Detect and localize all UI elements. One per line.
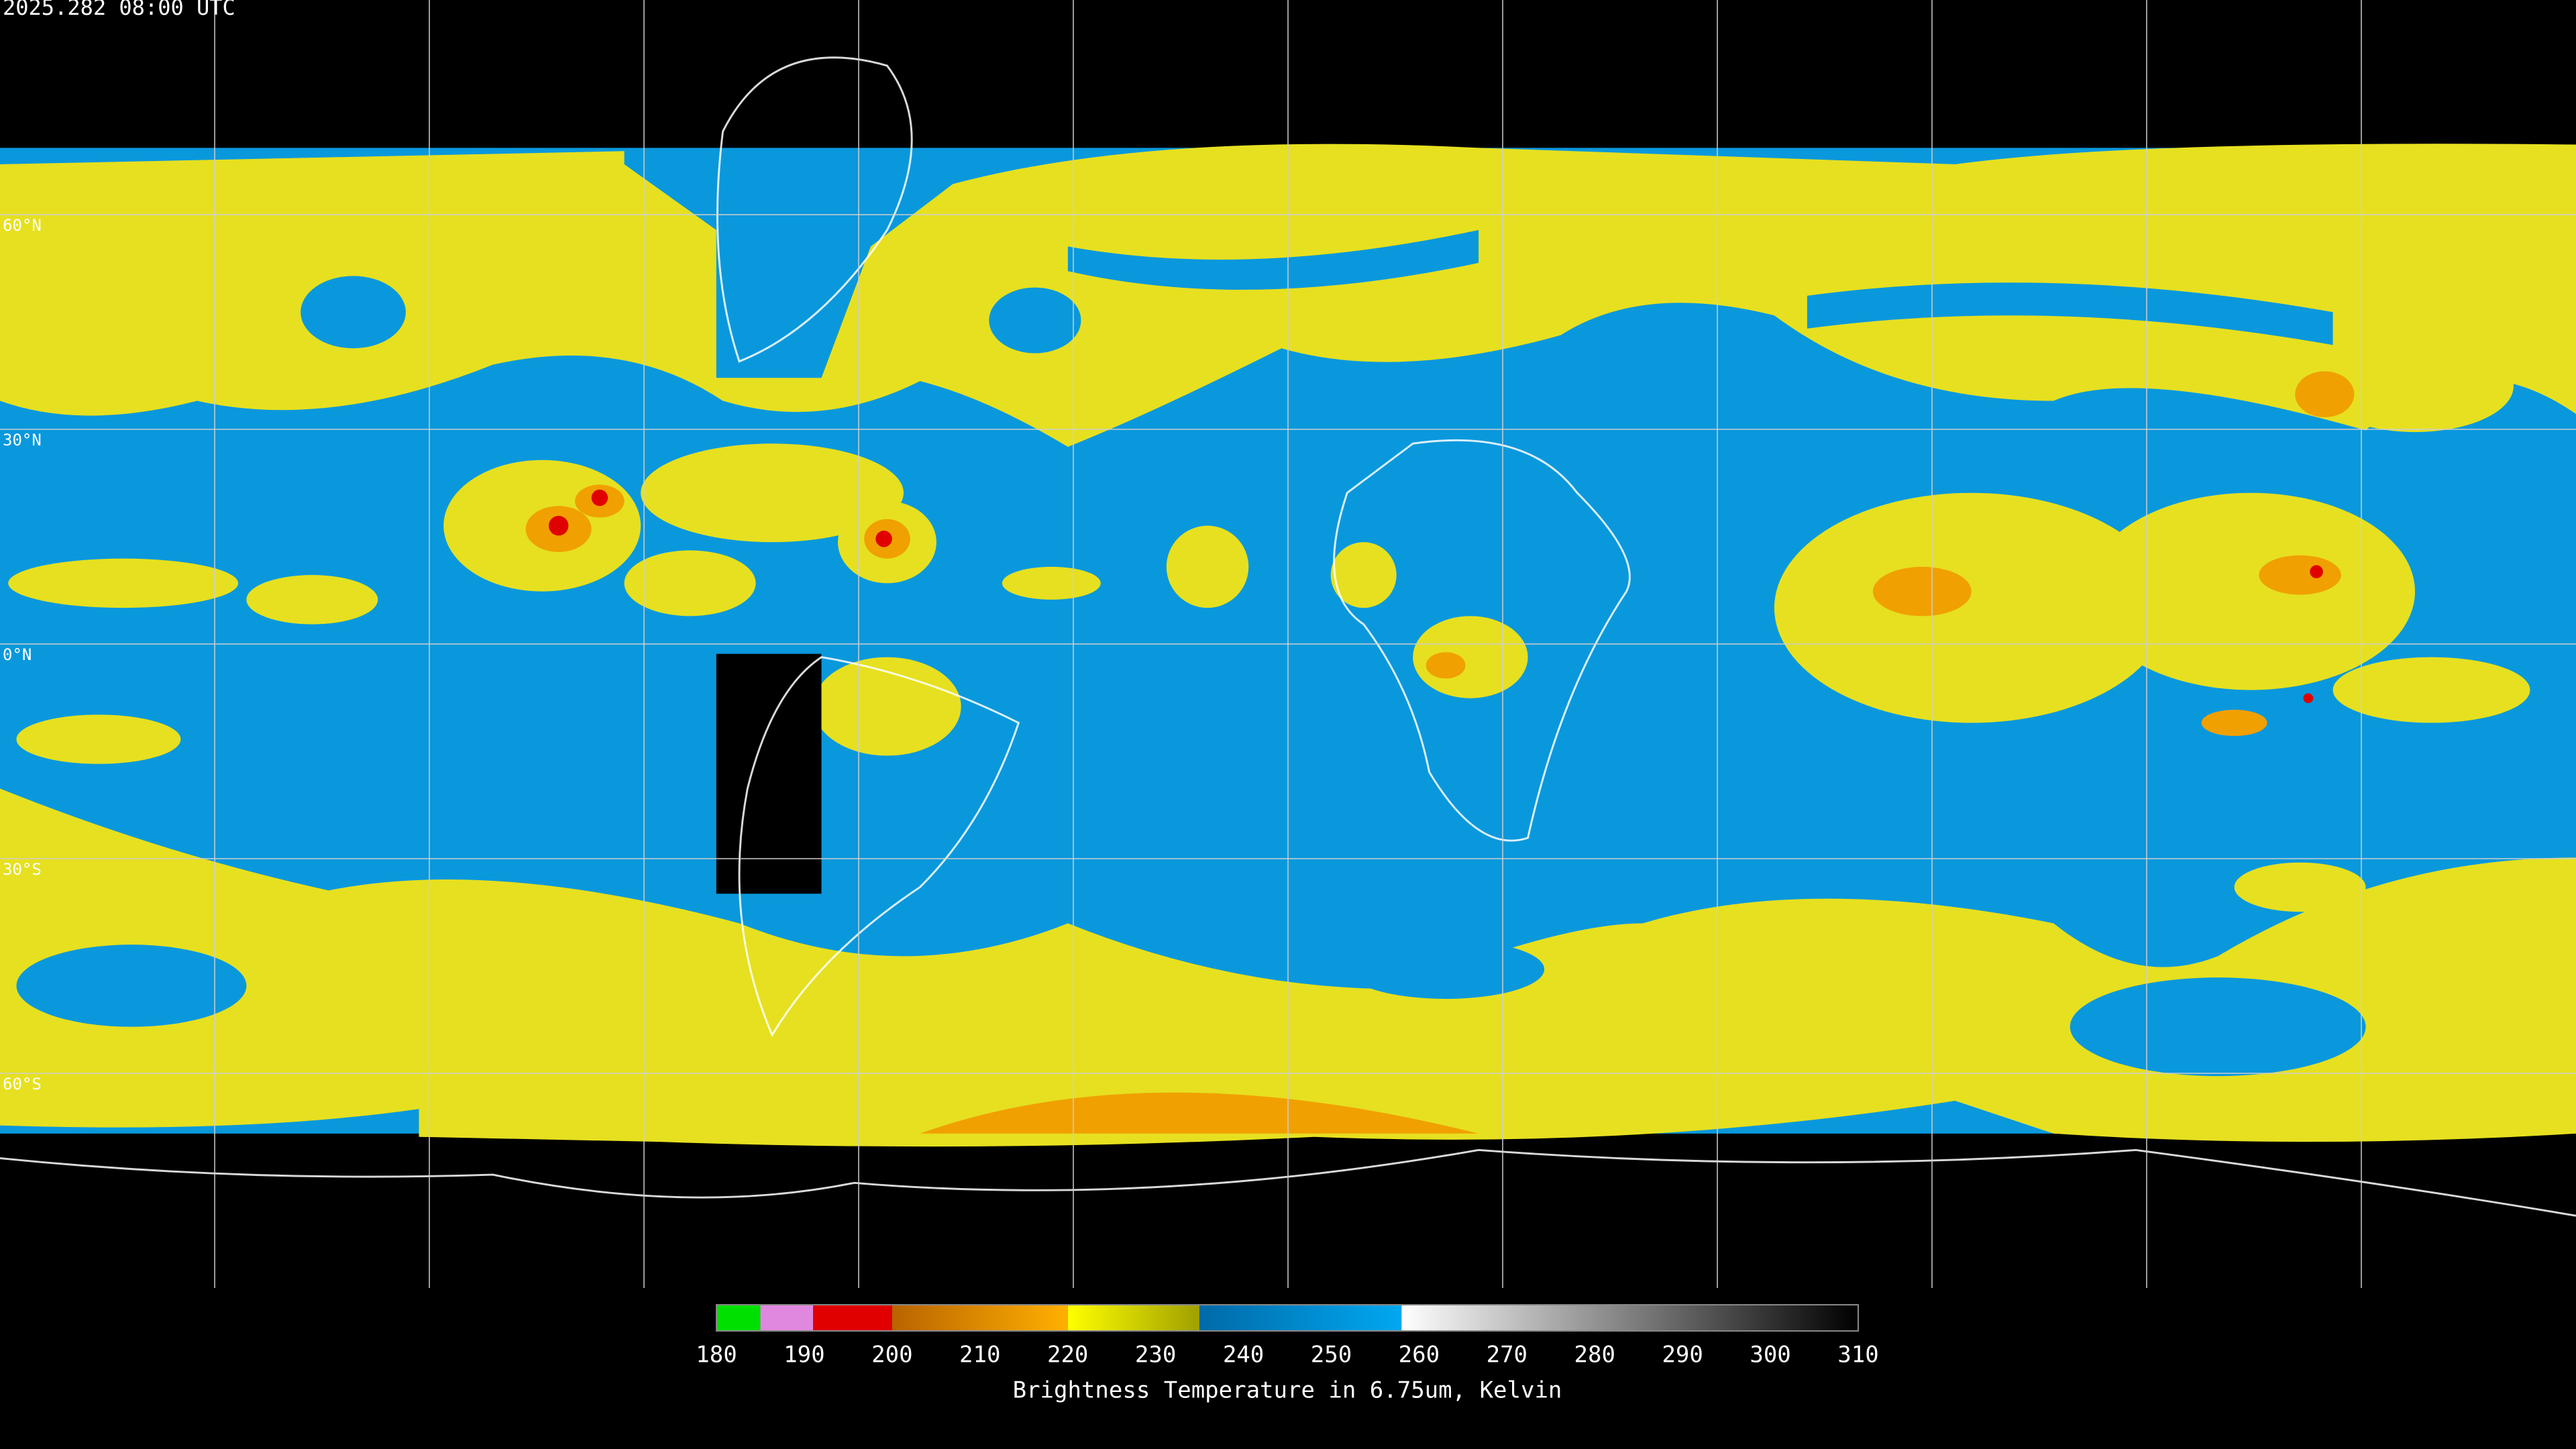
latitude-label: 60°S	[3, 1075, 42, 1093]
colorbar-segment	[1401, 1305, 1858, 1331]
convection	[8, 443, 2530, 912]
colorbar-tick-label: 200	[871, 1342, 912, 1368]
cyclone-core	[301, 276, 406, 349]
colorbar-caption: Brightness Temperature in 6.75um, Kelvin	[1013, 1377, 1562, 1404]
moist-filament	[1807, 282, 2333, 345]
latitude-label: 30°S	[3, 860, 42, 879]
coastline	[738, 656, 1020, 1038]
latitude-label: 30°N	[3, 431, 42, 449]
graticule: 60°N 30°N 0°N 30°S 60°S	[0, 0, 2576, 1288]
colorbar-tick-label: 310	[1837, 1342, 1878, 1368]
colorbar-tick-label: 190	[784, 1342, 824, 1368]
colorbar-tick-label: 210	[959, 1342, 1000, 1368]
colorbar-tick-label: 280	[1574, 1342, 1615, 1368]
colorbar-tick-label: 260	[1399, 1342, 1440, 1368]
missing-data	[716, 653, 822, 894]
cold-region	[920, 1092, 1479, 1134]
timestamp: 2025.282 08:00 UTC	[3, 0, 235, 20]
cold-tops	[525, 484, 2341, 737]
colorbar-tick-label: 240	[1223, 1342, 1264, 1368]
colorbar-segment	[716, 1305, 761, 1331]
colorbar-tick-label: 230	[1135, 1342, 1176, 1368]
coastline	[0, 1148, 2576, 1217]
colorbar-tick-label: 300	[1750, 1342, 1790, 1368]
moist-filament	[1067, 229, 1479, 290]
latitude-label: 0°N	[3, 645, 32, 664]
colorbar-segment	[1199, 1305, 1402, 1331]
colorbar-segment	[892, 1305, 1068, 1331]
coastline	[716, 56, 913, 363]
deep-convection	[548, 489, 2323, 704]
colorbar-tick-label: 220	[1047, 1342, 1088, 1368]
latitude-label: 60°N	[3, 216, 42, 235]
colorbar-tick-label: 290	[1662, 1342, 1703, 1368]
colorbar-tick-label: 250	[1311, 1342, 1352, 1368]
colorbar: 180 190 200 210 220 230 240 250 260 270 280 290 300 3…	[696, 1304, 1879, 1368]
cyclone-core	[989, 287, 1081, 354]
colorbar-segment	[1067, 1305, 1200, 1331]
moist-tongue	[16, 945, 247, 1027]
dry-swirl	[2316, 339, 2514, 433]
colorbar-tick-label: 270	[1487, 1342, 1527, 1368]
colorbar-segment	[813, 1305, 892, 1331]
moist-tongue	[1347, 939, 1545, 999]
coastline	[1333, 439, 1631, 842]
cold-tops	[2295, 371, 2355, 418]
colorbar-segment	[760, 1305, 814, 1331]
colorbar-frame	[716, 1304, 1859, 1332]
moist-tongue	[2070, 977, 2366, 1077]
colorbar-tick-label: 180	[696, 1342, 737, 1368]
